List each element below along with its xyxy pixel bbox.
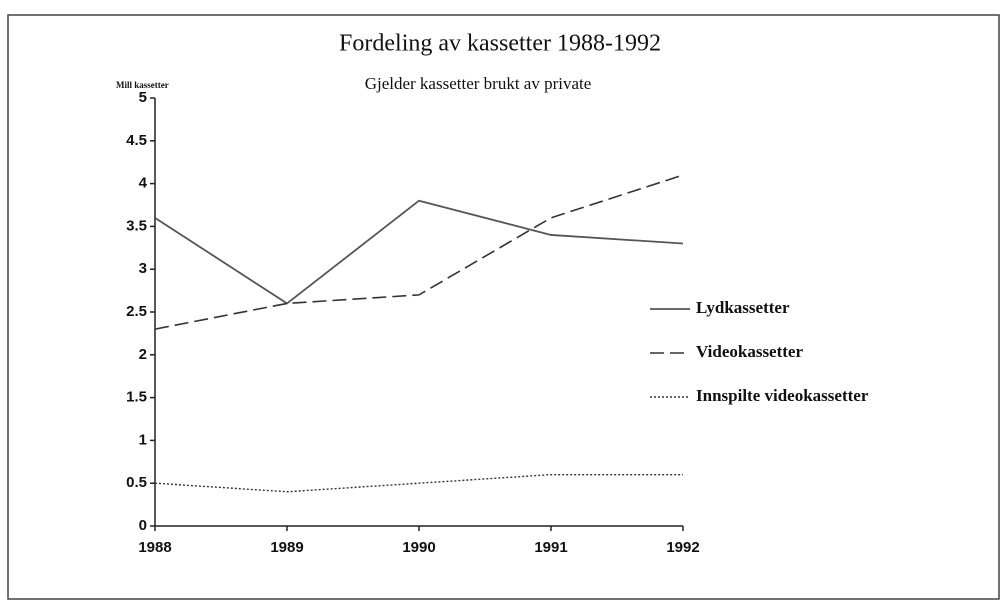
y-tick-label: 2.5 (126, 303, 147, 320)
y-axis-label: Mill kassetter (116, 80, 169, 90)
series-line (154, 473, 683, 493)
x-tick-label: 1992 (666, 539, 699, 556)
y-tick-label: 3 (139, 260, 147, 277)
y-tick-label: 1 (139, 431, 147, 448)
y-tick-label: 2 (139, 346, 147, 363)
y-tick-label: 4 (139, 175, 148, 192)
chart-subtitle: Gjelder kassetter brukt av private (365, 74, 592, 93)
x-tick-label: 1991 (534, 539, 567, 556)
x-tick-label: 1989 (270, 539, 303, 556)
frame (7, 14, 1000, 600)
y-tick-label: 1.5 (126, 389, 147, 406)
legend-label: Videokassetter (696, 342, 803, 361)
y-tick-label: 0.5 (126, 474, 147, 491)
series-line (154, 174, 684, 330)
legend-label: Innspilte videokassetter (696, 386, 869, 405)
y-tick-label: 0 (139, 517, 147, 534)
x-tick-label: 1990 (402, 539, 435, 556)
legend-label: Lydkassetter (696, 298, 790, 317)
chart-title: Fordeling av kassetter 1988-1992 (339, 31, 661, 57)
x-tick-label: 1988 (138, 539, 171, 556)
y-tick-label: 4.5 (126, 132, 147, 149)
series-line (154, 199, 684, 305)
y-tick-label: 5 (139, 89, 147, 106)
y-tick-label: 3.5 (126, 217, 147, 234)
